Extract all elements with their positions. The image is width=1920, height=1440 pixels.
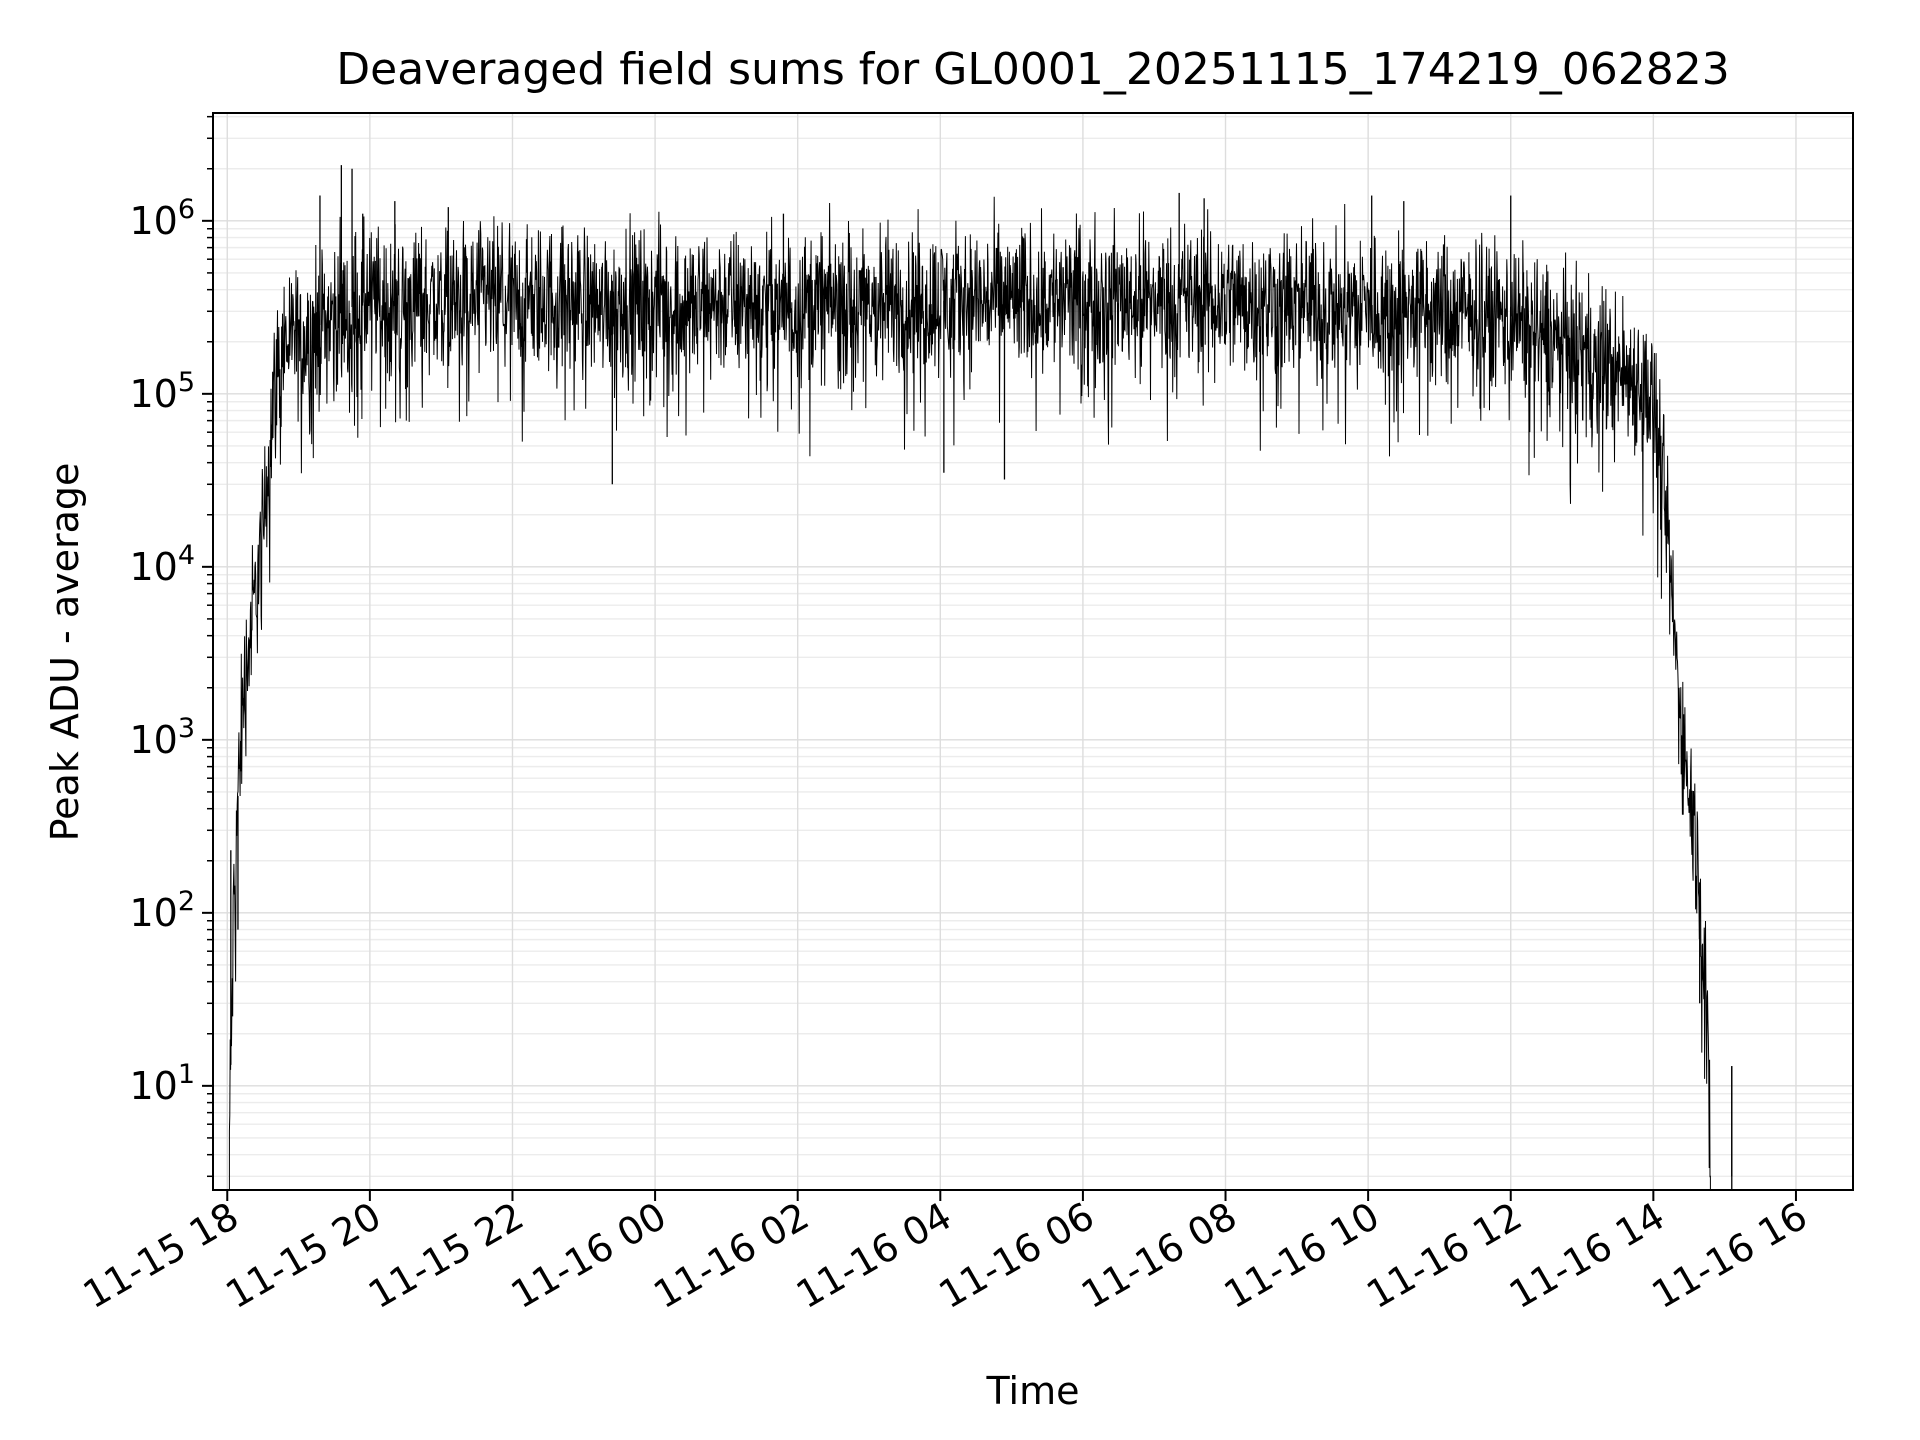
chart-title: Deaveraged field sums for GL0001_2025111… bbox=[336, 44, 1729, 95]
y-tick-label: 102 bbox=[129, 886, 195, 935]
y-axis-label: Peak ADU - average bbox=[43, 463, 87, 842]
y-tick-label: 101 bbox=[129, 1059, 195, 1108]
y-tick-label: 103 bbox=[129, 713, 195, 762]
y-tick-label: 105 bbox=[129, 367, 195, 416]
axes-frame bbox=[212, 112, 1854, 1191]
plot-area bbox=[228, 165, 1733, 1190]
y-tick-label: 104 bbox=[129, 540, 195, 589]
y-axis: 101 102 103 104 105 106 bbox=[129, 115, 213, 1178]
y-tick-label: 106 bbox=[129, 194, 195, 243]
data-line-series bbox=[228, 196, 1711, 1190]
x-axis-label: Time bbox=[986, 1369, 1080, 1413]
